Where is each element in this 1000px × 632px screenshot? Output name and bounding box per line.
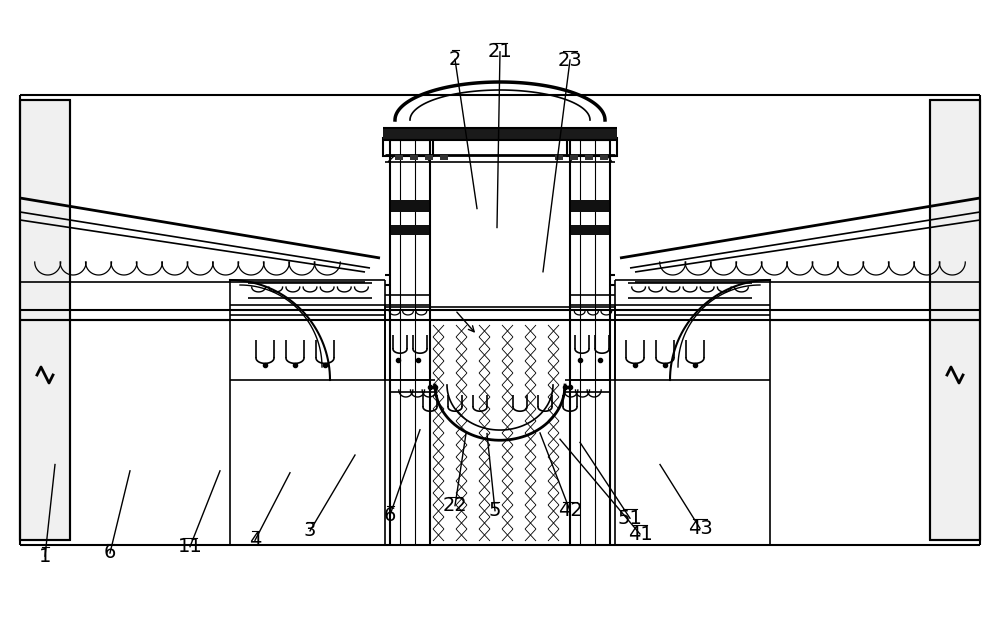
Bar — [391, 200, 429, 212]
Polygon shape — [20, 100, 70, 540]
Bar — [385, 305, 430, 380]
Text: 43: 43 — [688, 519, 712, 538]
Bar — [395, 155, 403, 160]
Bar — [391, 225, 429, 235]
Text: 5: 5 — [489, 501, 501, 520]
Text: 3: 3 — [304, 521, 316, 540]
Bar — [440, 155, 448, 160]
Text: 51: 51 — [618, 509, 642, 528]
Bar — [425, 155, 433, 160]
Text: 6: 6 — [104, 544, 116, 562]
Bar — [571, 200, 609, 212]
Bar — [383, 128, 617, 140]
Polygon shape — [930, 100, 980, 540]
Bar — [600, 155, 608, 160]
Bar — [571, 225, 609, 235]
Bar — [567, 138, 617, 156]
Bar — [570, 305, 615, 380]
Bar — [585, 155, 593, 160]
Text: 4: 4 — [249, 531, 261, 550]
Text: 23: 23 — [558, 51, 582, 70]
Bar — [383, 138, 433, 156]
Text: 22: 22 — [443, 496, 467, 515]
Text: 2: 2 — [449, 50, 461, 69]
Text: 42: 42 — [558, 501, 582, 520]
Text: 21: 21 — [488, 42, 512, 61]
Text: 41: 41 — [628, 525, 652, 544]
Text: 1: 1 — [39, 547, 51, 566]
Bar — [555, 155, 563, 160]
Bar — [410, 155, 418, 160]
Bar — [570, 155, 578, 160]
Text: 6: 6 — [384, 506, 396, 525]
Text: 11: 11 — [178, 537, 202, 556]
